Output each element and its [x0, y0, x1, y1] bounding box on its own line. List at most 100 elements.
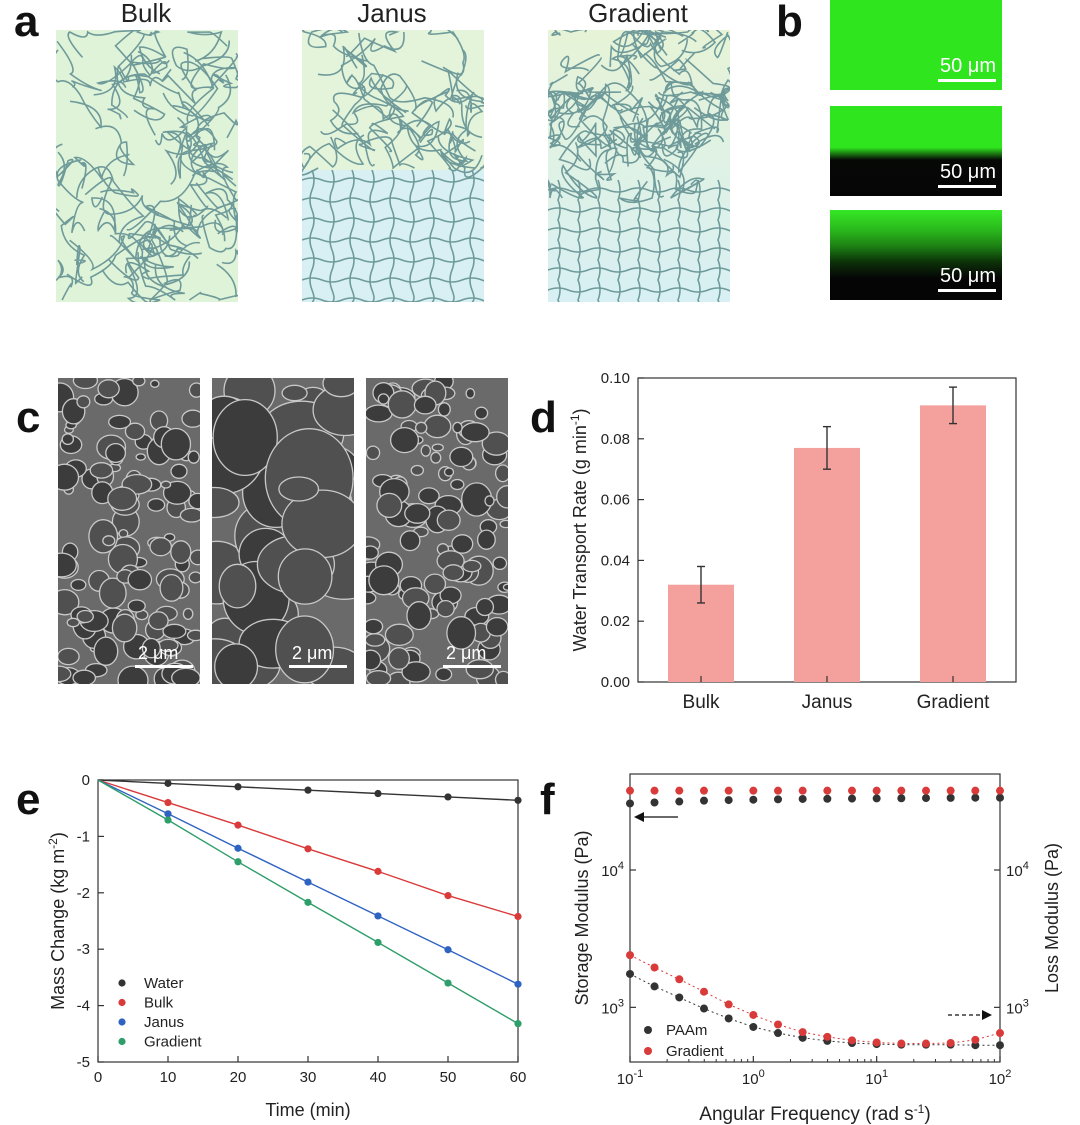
- sem-pore: [107, 486, 138, 511]
- sem-pore: [72, 669, 97, 684]
- data-point-gradient-storage: [922, 786, 931, 795]
- sem-pore: [278, 476, 320, 502]
- polymer-chain: [558, 130, 613, 171]
- polymer-chain: [654, 30, 717, 54]
- polymer-chain: [616, 30, 638, 92]
- sem-pore: [435, 667, 453, 682]
- data-point-gradient-storage: [971, 786, 980, 795]
- sem-pore: [413, 395, 437, 415]
- polymer-chain: [562, 91, 589, 128]
- data-point-gradient-loss: [699, 987, 708, 996]
- data-point-gradient: [304, 898, 312, 906]
- polymer-chain: [162, 130, 237, 187]
- sem-pore: [127, 599, 146, 613]
- polymer-chain: [56, 259, 74, 301]
- sem-pore: [384, 623, 414, 647]
- mesh-strand: [409, 169, 415, 302]
- sem-pore: [462, 559, 482, 573]
- polymer-chain: [411, 99, 453, 145]
- sem-pore: [186, 629, 200, 642]
- data-point-paam-storage: [872, 794, 881, 803]
- sem-scale-bar: [135, 665, 193, 668]
- panel-label-e: e: [16, 775, 41, 824]
- data-point-bulk: [514, 912, 522, 921]
- data-point-paam-storage: [897, 794, 906, 803]
- sem-pore: [366, 670, 392, 684]
- y-axis-label-right: Loss Modulus (Pa): [1042, 843, 1062, 993]
- plot-frame: [629, 773, 1001, 1063]
- polymer-chain: [577, 122, 601, 158]
- bar-gradient: [920, 405, 986, 682]
- legend-label-water: Water: [144, 975, 183, 992]
- sem-pore: [124, 422, 146, 441]
- data-point-paam-loss: [724, 1014, 733, 1023]
- y-tick-label: -5: [77, 1054, 90, 1071]
- x-tick-label: 0: [94, 1069, 102, 1086]
- sem-pore: [70, 578, 87, 591]
- sem-pore: [436, 599, 455, 618]
- x-tick-label: 50: [440, 1069, 457, 1086]
- sem-pore: [366, 649, 382, 671]
- scale-bar: [938, 185, 996, 188]
- polymer-chain: [345, 73, 396, 120]
- polymer-chain: [663, 91, 716, 130]
- bar-janus: [794, 447, 860, 682]
- sem-pore: [58, 552, 77, 578]
- data-point-gradient-storage: [848, 786, 857, 795]
- polymer-chain: [74, 244, 86, 285]
- data-point-gradient-loss: [946, 1039, 955, 1048]
- sem-pore: [410, 464, 425, 476]
- x-tick-label: Janus: [802, 692, 853, 713]
- mesh-strand: [302, 237, 484, 243]
- polymer-chain: [408, 120, 440, 161]
- legend-marker-gradient: [118, 1037, 126, 1046]
- polymer-chain: [626, 132, 665, 198]
- mesh-strand: [697, 179, 701, 302]
- mesh-strand: [449, 169, 455, 302]
- polymer-chain: [453, 152, 484, 178]
- polymer-chain: [454, 89, 484, 138]
- data-point-gradient-storage: [798, 786, 807, 795]
- data-point-paam-storage: [724, 796, 733, 805]
- legend-marker-water: [118, 979, 126, 987]
- data-point-gradient-loss: [996, 1029, 1004, 1038]
- polymer-chain: [596, 147, 618, 181]
- network-janus-schematic: [302, 30, 484, 302]
- mesh-strand: [369, 169, 375, 302]
- data-point-water: [374, 789, 382, 798]
- polymer-chain: [600, 82, 649, 148]
- polymer-chain: [334, 122, 389, 151]
- network-title-gradient: Gradient: [588, 0, 688, 28]
- polymer-chain: [548, 179, 563, 199]
- polymer-chain: [97, 167, 139, 197]
- sem-pore: [401, 661, 431, 683]
- sem-pore: [368, 565, 400, 596]
- legend-marker-bulk: [118, 998, 126, 1007]
- sem-pore: [423, 573, 447, 595]
- data-point-paam-storage: [971, 793, 980, 802]
- sem-pore: [182, 607, 194, 620]
- sem-pore: [404, 502, 431, 524]
- data-point-gradient-loss: [798, 1028, 807, 1037]
- scale-bar: [938, 79, 996, 82]
- polymer-chain: [56, 49, 102, 130]
- polymer-chain: [619, 163, 655, 204]
- sem-pore: [366, 633, 386, 647]
- sem-pore: [366, 545, 379, 560]
- sem-scale-label: 2 μm: [292, 643, 333, 663]
- polymer-chain: [548, 91, 566, 120]
- polymer-chain: [561, 141, 598, 199]
- polymer-chain: [124, 255, 191, 280]
- sem-pore: [465, 387, 476, 399]
- polymer-chain: [627, 30, 681, 76]
- data-point-janus: [514, 980, 522, 988]
- polymer-chain: [56, 159, 86, 234]
- sem-pore: [132, 378, 146, 387]
- sem-pore: [494, 464, 508, 483]
- mesh-strand: [302, 217, 484, 223]
- y-tick-label: 103: [601, 997, 624, 1017]
- sem-pore: [406, 601, 432, 631]
- polymer-chain: [448, 94, 476, 162]
- sem-pore: [58, 588, 80, 616]
- mesh-strand: [302, 177, 484, 183]
